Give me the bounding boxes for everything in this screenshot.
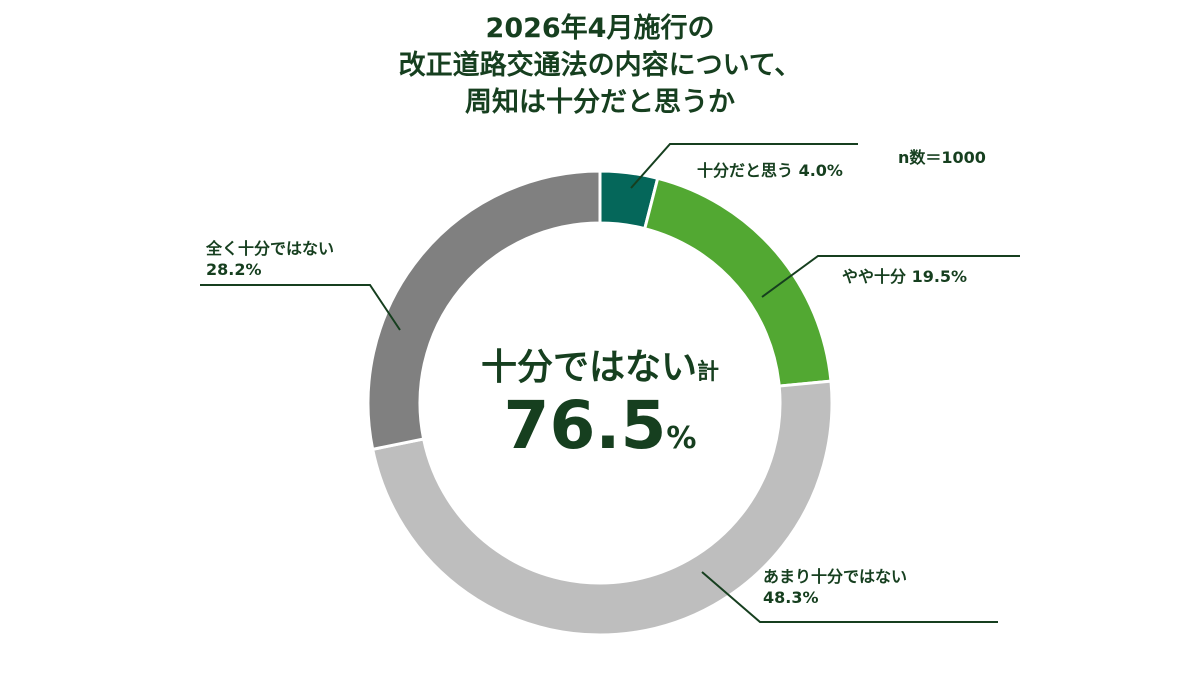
chart-title-line1: 2026年4月施行の bbox=[485, 13, 715, 44]
slice-label-3: 全く十分ではない 28.2% bbox=[206, 238, 334, 280]
center-label-suffix: 計 bbox=[697, 360, 720, 385]
donut-slice-2 bbox=[370, 379, 834, 637]
leader-line-2 bbox=[701, 571, 998, 623]
center-value-number: 76.5 bbox=[503, 387, 667, 464]
chart-title-line3: 周知は十分だと思うか bbox=[465, 87, 735, 118]
leader-line-0 bbox=[630, 143, 858, 189]
slice-label-3-value: 28.2% bbox=[206, 260, 262, 279]
slice-label-3-name: 全く十分ではない bbox=[206, 239, 335, 258]
slice-label-1: やや十分 19.5% bbox=[842, 267, 968, 286]
center-label-text: 十分ではない bbox=[480, 347, 697, 388]
center-value: 76.5% bbox=[440, 386, 760, 479]
donut-slice-3 bbox=[366, 169, 602, 452]
slice-label-2: あまり十分ではない 48.3% bbox=[763, 566, 907, 608]
sample-size-label: n数＝1000 bbox=[898, 148, 986, 167]
center-label: 十分ではない計 bbox=[440, 338, 760, 390]
center-value-unit: % bbox=[666, 421, 697, 456]
leader-line-1 bbox=[761, 255, 1020, 298]
leader-line-3 bbox=[200, 284, 401, 331]
slice-label-2-name: あまり十分ではない bbox=[763, 567, 908, 586]
chart-title-line2: 改正道路交通法の内容について、 bbox=[398, 50, 802, 81]
slice-label-0: 十分だと思う 4.0% bbox=[697, 161, 843, 180]
chart-title: 2026年4月施行の 改正道路交通法の内容について、 周知は十分だと思うか bbox=[300, 10, 900, 121]
slice-label-2-value: 48.3% bbox=[763, 588, 819, 607]
